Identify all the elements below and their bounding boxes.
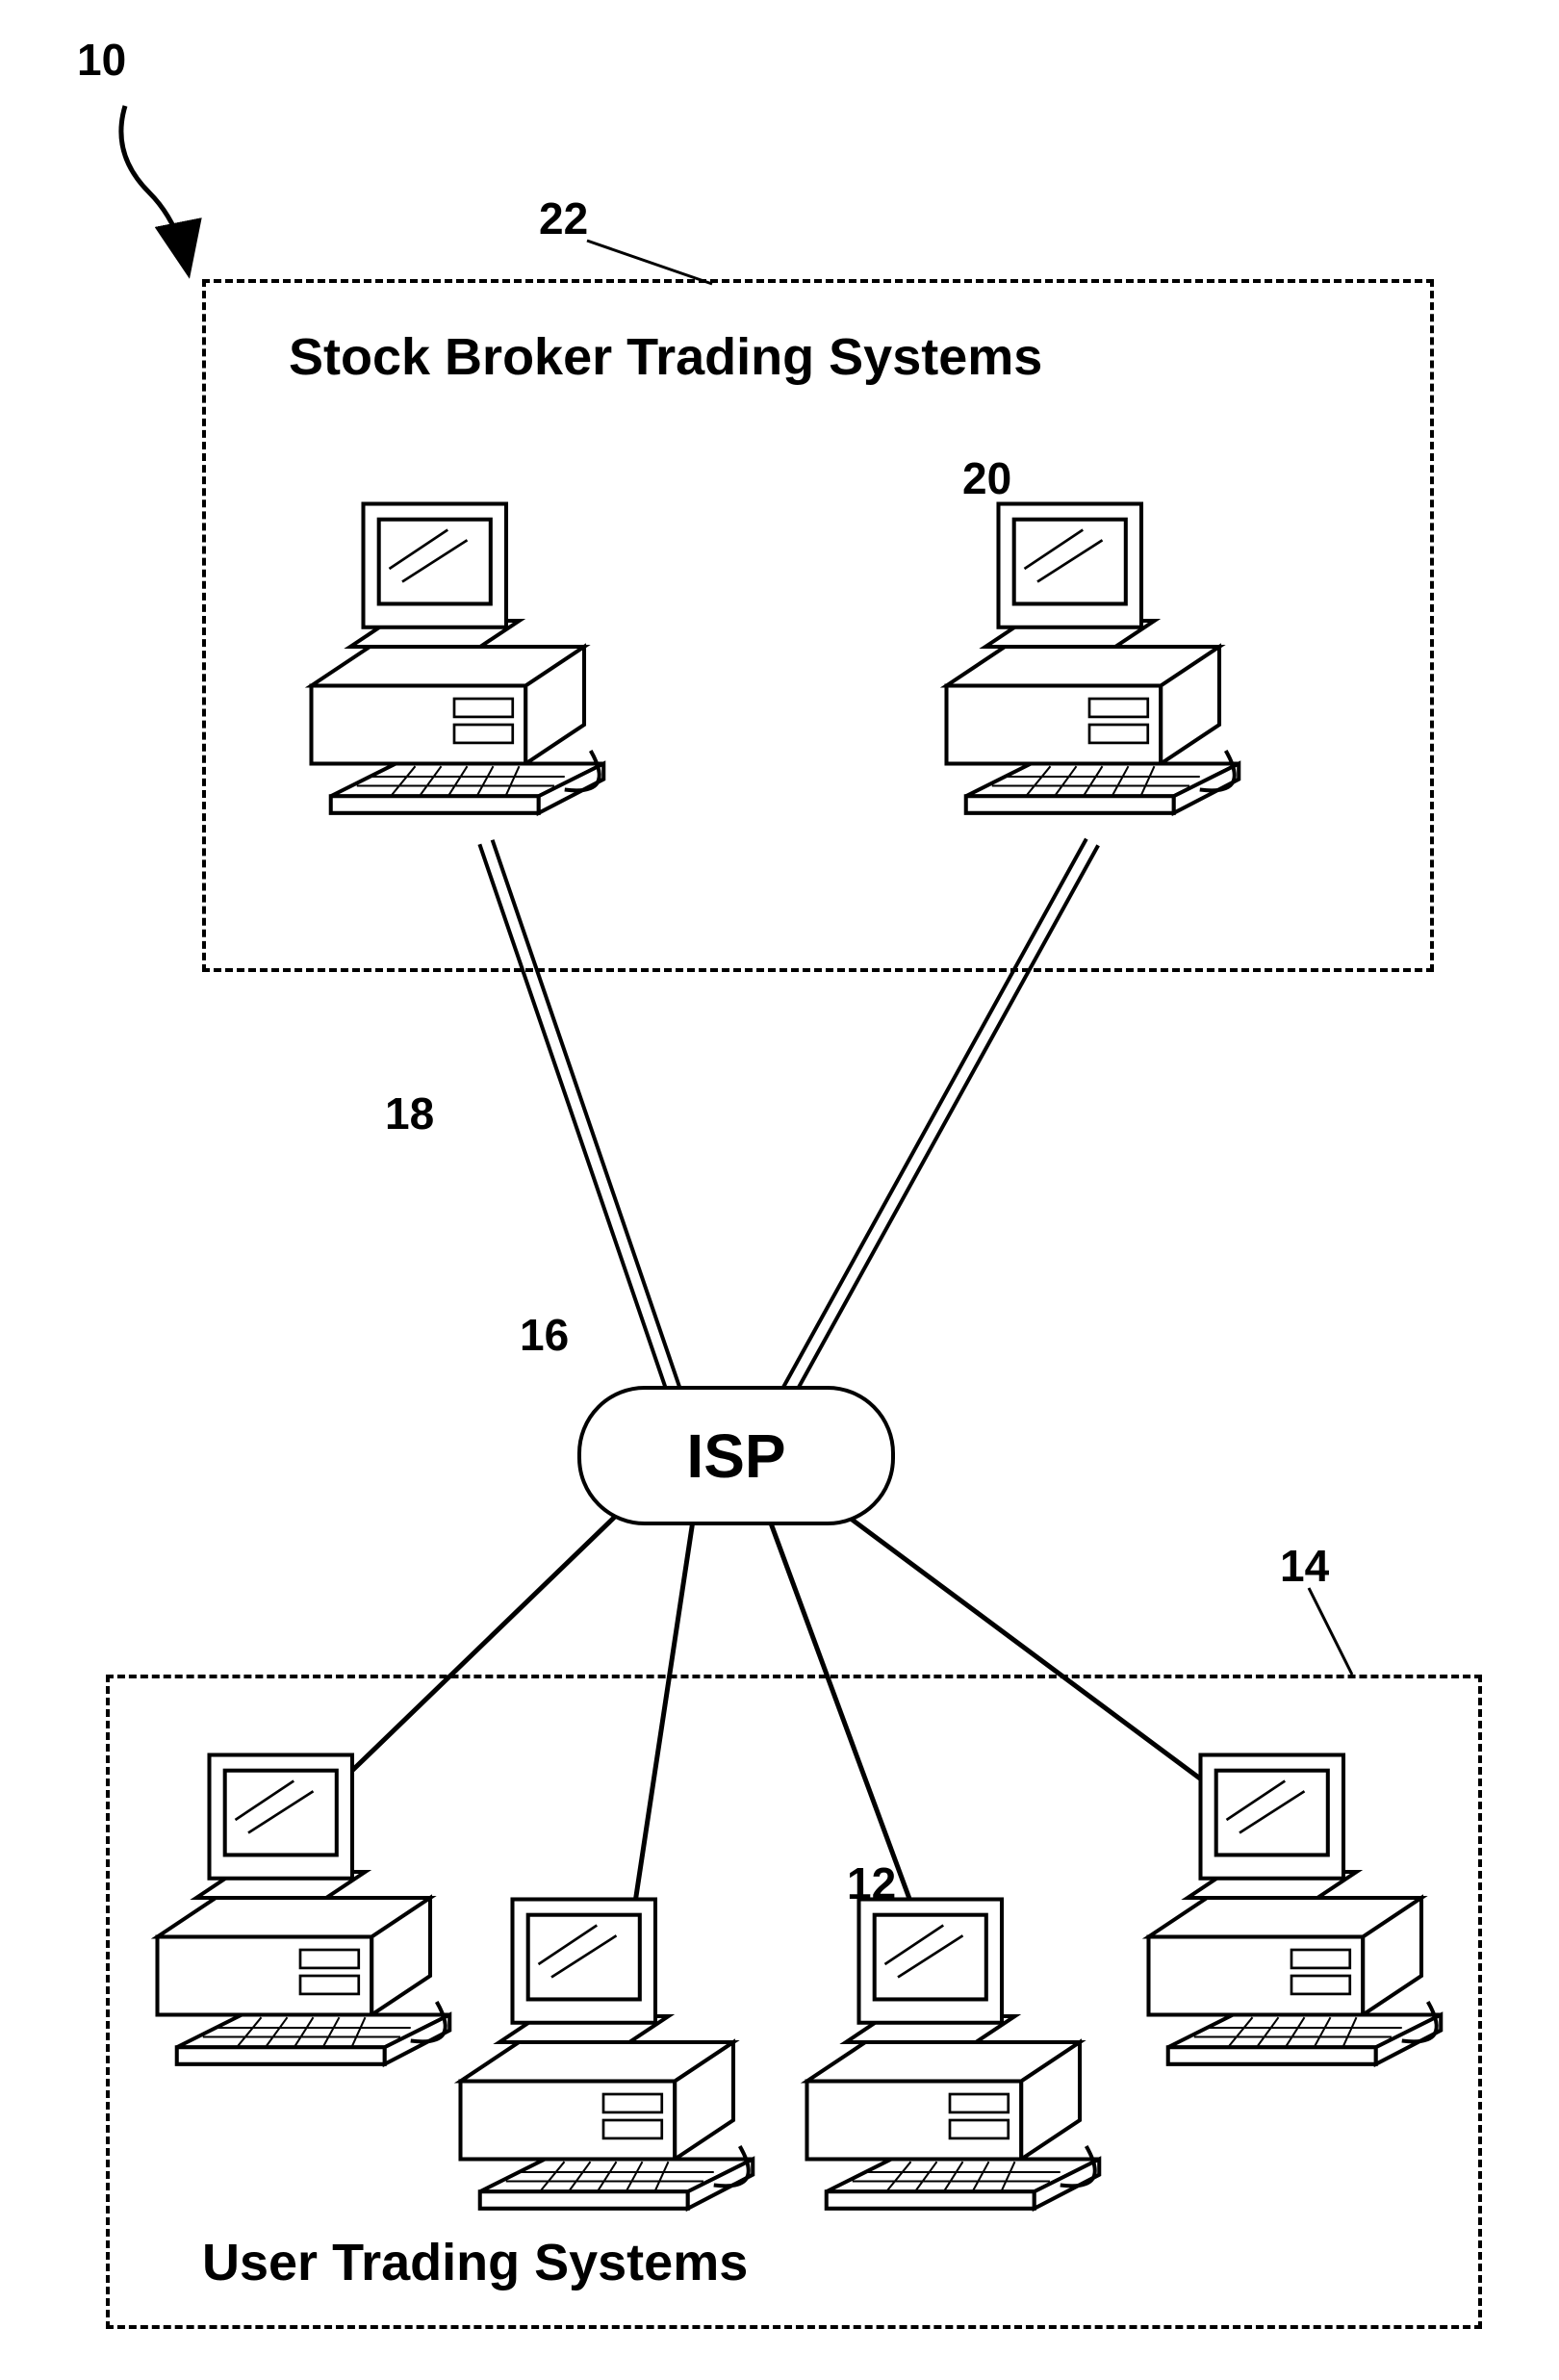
ref-label-18: 18 (385, 1088, 434, 1139)
ref-label-22: 22 (539, 192, 588, 244)
isp-node: ISP (577, 1386, 895, 1525)
ref-label-10: 10 (77, 34, 126, 86)
broker-title: Stock Broker Trading Systems (289, 327, 1042, 387)
ref-label-16: 16 (520, 1309, 569, 1361)
ref-label-20: 20 (962, 452, 1011, 504)
isp-label: ISP (686, 1420, 785, 1492)
arrow-10 (121, 106, 188, 269)
ref-label-12: 12 (847, 1857, 896, 1909)
user-title: User Trading Systems (202, 2233, 748, 2292)
ref-label-14: 14 (1280, 1540, 1329, 1592)
user-systems-box (106, 1675, 1482, 2329)
